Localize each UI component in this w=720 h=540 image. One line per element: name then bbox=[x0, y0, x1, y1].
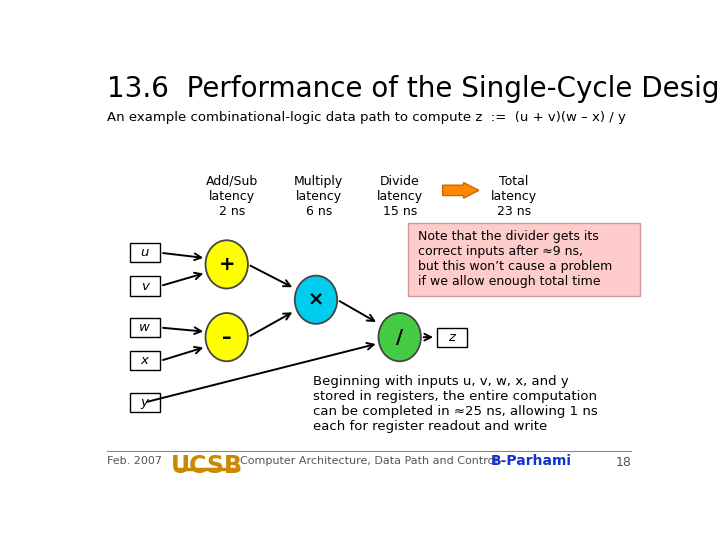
Text: Note that the divider gets its
correct inputs after ≈9 ns,
but this won’t cause : Note that the divider gets its correct i… bbox=[418, 230, 612, 288]
Text: x: x bbox=[140, 354, 148, 367]
Text: w: w bbox=[139, 321, 150, 334]
Text: z: z bbox=[448, 330, 455, 343]
Text: ×: × bbox=[308, 290, 324, 309]
Text: u: u bbox=[140, 246, 149, 259]
Text: 18: 18 bbox=[616, 456, 631, 469]
FancyBboxPatch shape bbox=[130, 393, 160, 412]
Text: Beginning with inputs u, v, w, x, and y
stored in registers, the entire computat: Beginning with inputs u, v, w, x, and y … bbox=[313, 375, 598, 433]
Text: y: y bbox=[140, 396, 148, 409]
Text: Divide
latency
15 ns: Divide latency 15 ns bbox=[377, 175, 423, 218]
FancyBboxPatch shape bbox=[408, 223, 639, 295]
FancyBboxPatch shape bbox=[130, 243, 160, 262]
Text: B-Parhami: B-Parhami bbox=[490, 454, 572, 468]
Text: v: v bbox=[140, 280, 148, 293]
FancyArrow shape bbox=[443, 183, 479, 198]
FancyBboxPatch shape bbox=[130, 276, 160, 295]
Ellipse shape bbox=[205, 240, 248, 288]
Ellipse shape bbox=[205, 313, 248, 361]
Text: An example combinational-logic data path to compute z  :=  (u + v)(w – x) / y: An example combinational-logic data path… bbox=[107, 111, 626, 124]
Text: +: + bbox=[218, 255, 235, 274]
Text: Total
latency
23 ns: Total latency 23 ns bbox=[491, 175, 537, 218]
Text: Computer Architecture, Data Path and Control: Computer Architecture, Data Path and Con… bbox=[240, 456, 498, 465]
Text: 13.6  Performance of the Single-Cycle Design: 13.6 Performance of the Single-Cycle Des… bbox=[107, 75, 720, 103]
Text: Multiply
latency
6 ns: Multiply latency 6 ns bbox=[294, 175, 343, 218]
Ellipse shape bbox=[379, 313, 421, 361]
Ellipse shape bbox=[294, 275, 337, 324]
Text: Feb. 2007: Feb. 2007 bbox=[107, 456, 162, 465]
Text: /: / bbox=[396, 328, 403, 347]
FancyBboxPatch shape bbox=[130, 352, 160, 370]
FancyBboxPatch shape bbox=[130, 318, 160, 337]
Text: UCSB: UCSB bbox=[171, 454, 243, 477]
Text: –: – bbox=[222, 328, 232, 347]
FancyBboxPatch shape bbox=[436, 328, 467, 347]
Text: Add/Sub
latency
2 ns: Add/Sub latency 2 ns bbox=[206, 175, 258, 218]
